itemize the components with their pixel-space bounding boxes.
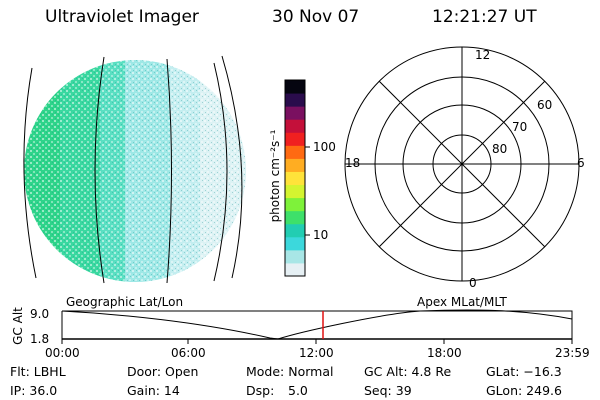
altitude-curve bbox=[61, 309, 573, 340]
colorbar-band bbox=[285, 223, 305, 238]
colorbar-band bbox=[285, 262, 305, 277]
timeline-frame bbox=[61, 310, 573, 340]
gc-alt-axis-label: GC Alt bbox=[11, 307, 25, 345]
colorbar-band bbox=[285, 119, 305, 133]
colorbar-band bbox=[285, 171, 305, 186]
observation-date: 30 Nov 07 bbox=[272, 7, 360, 27]
colorbar-band bbox=[285, 80, 305, 94]
apex-label: Apex MLat/MLT bbox=[417, 295, 507, 309]
polar-label-dawn: 6 bbox=[577, 156, 585, 170]
colorbar-scale bbox=[285, 80, 305, 277]
colorbar-band bbox=[285, 132, 305, 146]
colorbar-band bbox=[285, 158, 305, 172]
colorbar-band bbox=[285, 184, 305, 199]
colorbar-unit-label: photon cm⁻²s⁻¹ bbox=[268, 129, 282, 223]
observation-time: 12:21:27 UT bbox=[432, 7, 537, 27]
colorbar-band bbox=[285, 145, 305, 159]
timeline-xtick-0: 00:00 bbox=[45, 346, 80, 360]
timeline-ytick-bottom: 1.8 bbox=[30, 332, 50, 346]
colorbar-band bbox=[285, 197, 305, 212]
colorbar-band bbox=[285, 236, 305, 251]
polar-label-midnight: 0 bbox=[469, 276, 477, 290]
gain-status: Gain: 14 bbox=[127, 383, 180, 398]
colorbar-frame bbox=[284, 79, 306, 277]
timeline-xtick-1: 06:00 bbox=[171, 346, 206, 360]
colorbar-label-10: 10 bbox=[313, 228, 329, 242]
sequence-status: Seq: 39 bbox=[364, 383, 412, 398]
dsp-value: 5.0 bbox=[288, 383, 308, 398]
timeline-xtick-4: 23:59 bbox=[555, 346, 590, 360]
door-status: Door: Open bbox=[127, 364, 199, 379]
glon-status: GLon: 249.6 bbox=[486, 383, 562, 398]
gc-alt-status: GC Alt: 4.8 Re bbox=[364, 364, 452, 379]
colorbar-band bbox=[285, 93, 305, 107]
timeline-xtick-3: 18:00 bbox=[427, 346, 462, 360]
filter-status: Flt: LBHL bbox=[10, 364, 66, 379]
polar-label-dusk: 18 bbox=[345, 156, 361, 170]
earth-disk-image bbox=[24, 60, 246, 282]
polar-label-lat-60: 60 bbox=[537, 98, 553, 112]
longitude-lines bbox=[23, 55, 243, 284]
colorbar-band bbox=[285, 210, 305, 225]
polar-label-lat-80: 80 bbox=[492, 142, 508, 156]
polar-label-lat-70: 70 bbox=[512, 120, 528, 134]
colorbar-label-100: 100 bbox=[313, 140, 336, 154]
instrument-title: Ultraviolet Imager bbox=[45, 7, 199, 27]
dsp-label: Dsp: bbox=[246, 383, 275, 398]
colorbar-band bbox=[285, 106, 305, 120]
altitude-timeline bbox=[61, 309, 573, 344]
timeline-xtick-2: 12:00 bbox=[299, 346, 334, 360]
ip-status: IP: 36.0 bbox=[10, 383, 58, 398]
glat-status: GLat: −16.3 bbox=[486, 364, 562, 379]
polar-diagonal-2 bbox=[378, 80, 546, 248]
polar-plot bbox=[344, 46, 580, 282]
timeline-ytick-top: 9.0 bbox=[30, 307, 50, 321]
colorbar-band bbox=[285, 249, 305, 264]
polar-label-noon: 12 bbox=[475, 48, 491, 62]
mode-status: Mode: Normal bbox=[246, 364, 334, 379]
geographic-label: Geographic Lat/Lon bbox=[66, 295, 184, 309]
